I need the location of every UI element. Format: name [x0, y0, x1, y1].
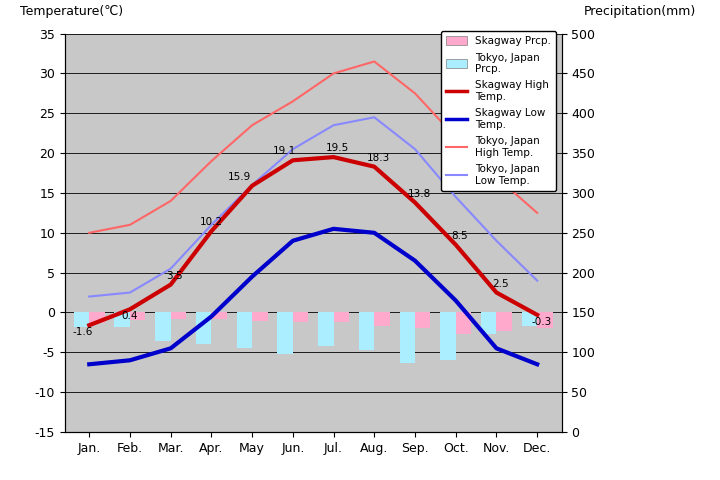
Text: 18.3: 18.3: [366, 153, 390, 163]
Text: -0.3: -0.3: [531, 317, 552, 327]
Bar: [537, 312, 553, 328]
Bar: [171, 312, 186, 319]
Bar: [359, 312, 374, 349]
Bar: [156, 312, 171, 341]
Text: 2.5: 2.5: [492, 278, 509, 288]
Text: Temperature(℃): Temperature(℃): [20, 5, 123, 18]
Bar: [114, 312, 130, 327]
Text: 19.1: 19.1: [273, 146, 297, 156]
Text: -1.6: -1.6: [73, 327, 94, 337]
Bar: [237, 312, 252, 348]
Bar: [130, 312, 145, 320]
Legend: Skagway Prcp., Tokyo, Japan
Prcp., Skagway High
Temp., Skagway Low
Temp., Tokyo,: Skagway Prcp., Tokyo, Japan Prcp., Skagw…: [441, 31, 557, 191]
Text: 8.5: 8.5: [451, 231, 468, 241]
Bar: [196, 312, 212, 344]
Text: 19.5: 19.5: [326, 143, 349, 153]
Text: Precipitation(mm): Precipitation(mm): [583, 5, 696, 18]
Text: 10.2: 10.2: [200, 217, 223, 227]
Bar: [456, 312, 471, 335]
Bar: [497, 312, 512, 331]
Bar: [293, 312, 308, 322]
Bar: [400, 312, 415, 363]
Bar: [277, 312, 293, 354]
Bar: [252, 312, 268, 321]
Text: 0.4: 0.4: [122, 311, 138, 321]
Text: 13.8: 13.8: [408, 189, 431, 199]
Bar: [212, 312, 227, 319]
Text: 15.9: 15.9: [228, 172, 251, 182]
Text: 3.5: 3.5: [166, 271, 183, 281]
Bar: [440, 312, 456, 360]
Bar: [318, 312, 333, 346]
Bar: [374, 312, 390, 326]
Bar: [522, 312, 537, 325]
Bar: [333, 312, 349, 322]
Bar: [89, 312, 104, 323]
Bar: [415, 312, 431, 328]
Bar: [73, 312, 89, 327]
Bar: [481, 312, 497, 334]
